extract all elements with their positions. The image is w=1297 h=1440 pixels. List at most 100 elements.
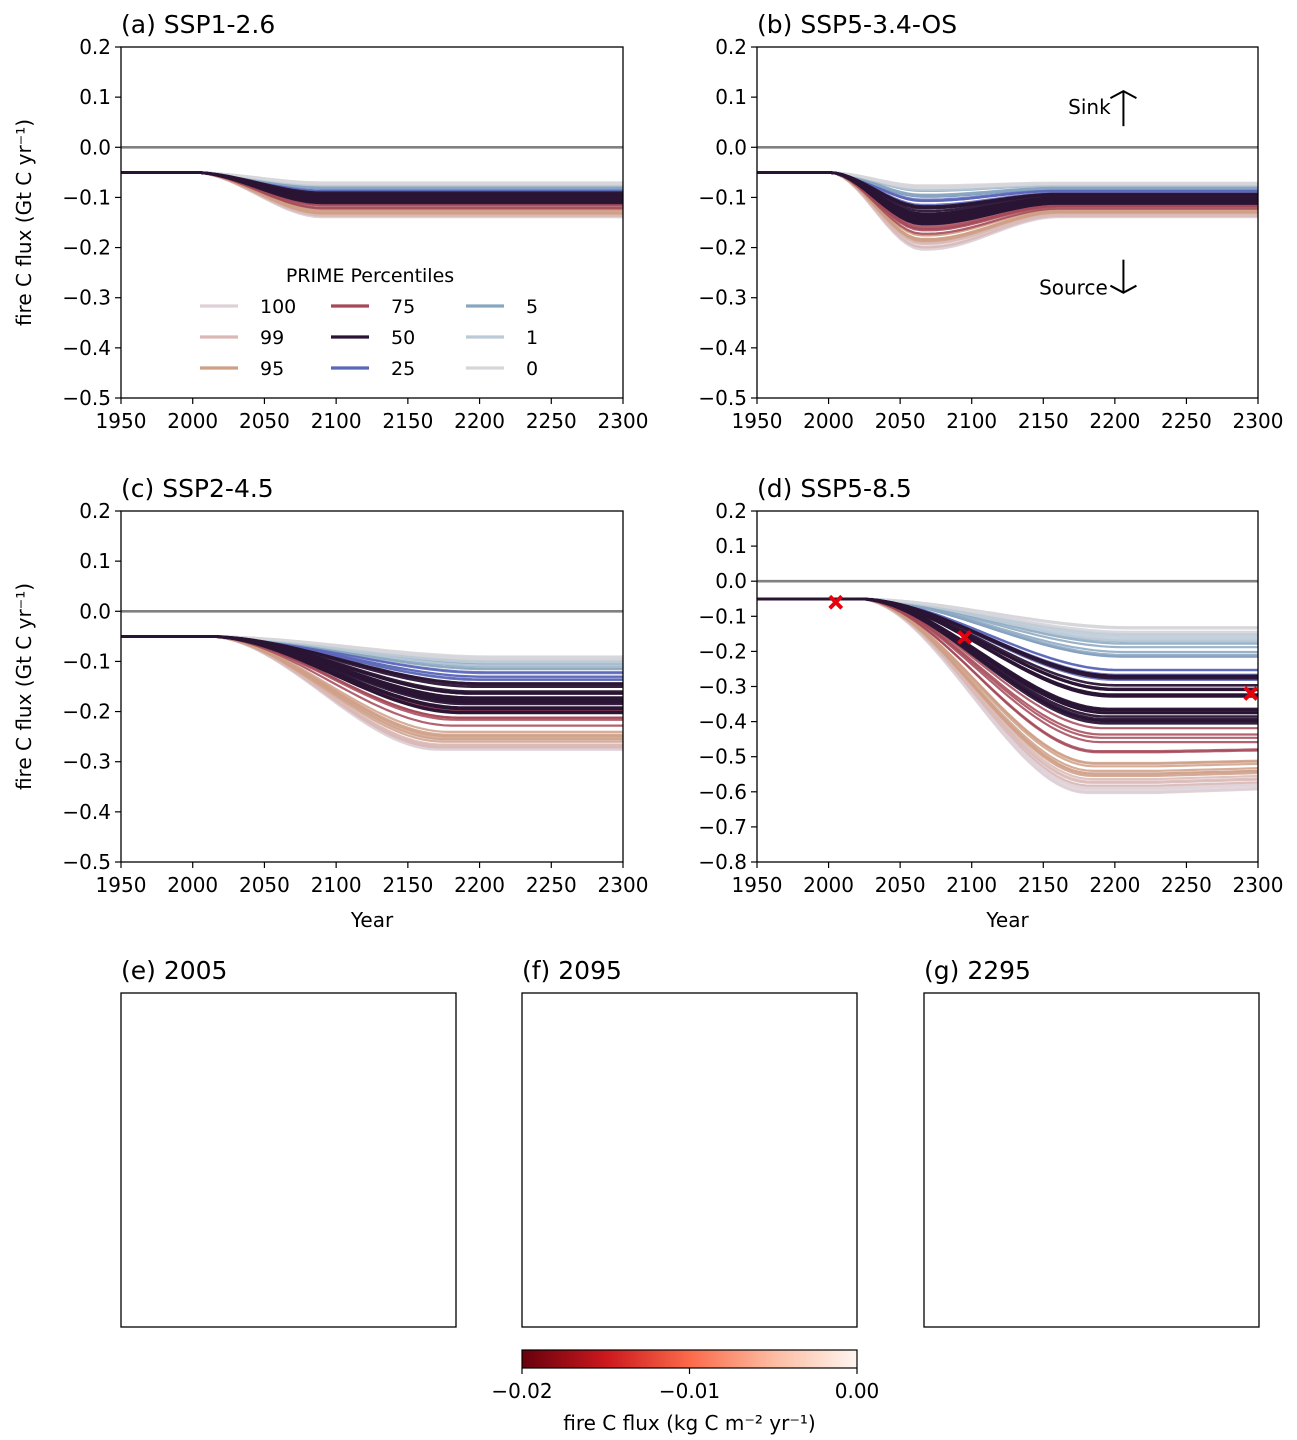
fire-cell	[1162, 1047, 1173, 1058]
fire-cell	[250, 1278, 261, 1289]
y-axis-label: fire C flux (Gt C yr⁻¹)	[12, 119, 36, 326]
fire-cell	[371, 1261, 382, 1272]
fire-cell	[733, 1038, 744, 1049]
fire-cell	[1065, 1024, 1076, 1035]
fire-cell	[579, 1080, 590, 1091]
fire-cell	[1200, 1063, 1211, 1074]
fire-cell	[655, 1299, 666, 1310]
fire-cell	[222, 1288, 233, 1299]
y-tick-label: −0.4	[698, 710, 747, 734]
fire-cell	[1005, 1277, 1016, 1288]
fire-cell	[1092, 1272, 1103, 1283]
fire-cell	[710, 1294, 721, 1305]
fire-cell	[1197, 1257, 1208, 1268]
fire-cell	[805, 1040, 816, 1051]
fire-cell	[1208, 1040, 1219, 1051]
fire-cell	[1064, 1016, 1075, 1027]
fire-cell	[970, 1097, 981, 1108]
fire-cell	[211, 1266, 222, 1277]
fire-cell	[1112, 1291, 1123, 1302]
fire-cell	[770, 1299, 781, 1310]
fire-cell	[781, 1293, 792, 1304]
fire-cell	[1218, 1247, 1229, 1258]
ocean	[924, 993, 1259, 1327]
fire-cell	[965, 1083, 976, 1094]
fire-cell	[381, 1050, 392, 1061]
fire-cell	[996, 1241, 1007, 1252]
fire-cell	[998, 1268, 1009, 1279]
fire-cell	[995, 1078, 1006, 1089]
fire-cell	[181, 1113, 192, 1124]
fire-cell	[588, 1246, 599, 1257]
fire-cell	[742, 1042, 753, 1053]
fire-cell	[146, 1123, 157, 1134]
fire-cell	[568, 1097, 579, 1108]
fire-cell	[1141, 1017, 1152, 1028]
fire-cell	[233, 1291, 244, 1302]
colorbar-tick-label: −0.01	[659, 1379, 720, 1403]
fire-cell	[611, 1239, 622, 1250]
fire-cell	[541, 1176, 552, 1187]
fire-cell	[405, 1056, 416, 1067]
fire-cell	[172, 1164, 183, 1175]
fire-cell	[1130, 1281, 1141, 1292]
fire-cell	[712, 1315, 723, 1326]
fire-cell	[776, 1020, 787, 1031]
fire-cell	[299, 1314, 310, 1325]
fire-cell	[772, 1028, 783, 1039]
fire-cell	[577, 1155, 588, 1166]
fire-cell	[201, 1262, 212, 1273]
fire-cell	[1216, 1233, 1227, 1244]
fire-cell	[178, 1080, 189, 1091]
x-tick-label: 2000	[167, 409, 218, 433]
fire-cell	[802, 1264, 813, 1275]
fire-cell	[801, 1280, 812, 1291]
fire-cell	[543, 1133, 554, 1144]
fire-cell	[720, 1290, 731, 1301]
fire-cell	[266, 1036, 277, 1047]
fire-cell	[1021, 1031, 1032, 1042]
fire-cell	[799, 1062, 810, 1073]
fire-cell	[305, 1011, 316, 1022]
fire-cell	[424, 1254, 435, 1265]
fire-cell	[581, 1093, 592, 1104]
fire-cell	[632, 1254, 643, 1265]
fire-cell	[559, 1194, 570, 1205]
fire-cell	[156, 1125, 167, 1136]
fire-cell	[1057, 1298, 1068, 1309]
fire-cell	[330, 1005, 341, 1016]
fire-cell	[222, 1252, 233, 1263]
y-tick-label: −0.3	[698, 675, 747, 699]
fire-cell	[263, 1269, 274, 1280]
fire-cell	[1047, 1295, 1058, 1306]
fire-cell	[255, 1266, 266, 1277]
fire-cell	[176, 1180, 187, 1191]
fire-cell	[308, 1282, 319, 1293]
fire-cell	[787, 1264, 798, 1275]
fire-cell	[1157, 1293, 1168, 1304]
fire-cell	[1199, 1032, 1210, 1043]
fire-cell	[616, 1247, 627, 1258]
fire-cell	[811, 1258, 822, 1269]
fire-cell	[1097, 1020, 1108, 1031]
fire-cell	[343, 1296, 354, 1307]
fire-cell	[161, 1203, 172, 1214]
fire-cell	[825, 1240, 836, 1251]
fire-cell	[175, 1138, 186, 1149]
fire-cell	[790, 1041, 801, 1052]
fire-cell	[199, 1042, 210, 1053]
fire-cell	[354, 1269, 365, 1280]
fire-cell	[814, 1063, 825, 1074]
fire-cell	[177, 1255, 188, 1266]
fire-cell	[1135, 1300, 1146, 1311]
fire-cell	[1045, 1272, 1056, 1283]
fire-cell	[360, 1023, 371, 1034]
map-panel-2: (g) 2295	[923, 956, 1260, 1328]
fire-cell	[368, 1051, 379, 1062]
fire-cell	[154, 1175, 165, 1186]
fire-cell	[313, 1033, 324, 1044]
fire-cell	[173, 1110, 184, 1121]
y-tick-label: −0.7	[698, 815, 747, 839]
fire-cell	[766, 1014, 777, 1025]
